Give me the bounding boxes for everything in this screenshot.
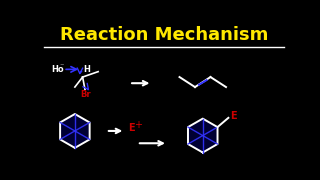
Text: +: + [134, 120, 142, 130]
Polygon shape [188, 119, 218, 152]
Text: H: H [84, 65, 90, 74]
Text: E: E [230, 111, 236, 121]
Text: Br: Br [80, 90, 91, 99]
Text: E: E [128, 123, 135, 133]
Text: Reaction Mechanism: Reaction Mechanism [60, 26, 268, 44]
Text: ⁻: ⁻ [60, 61, 64, 70]
Polygon shape [60, 114, 90, 148]
Text: Ho: Ho [51, 65, 63, 74]
